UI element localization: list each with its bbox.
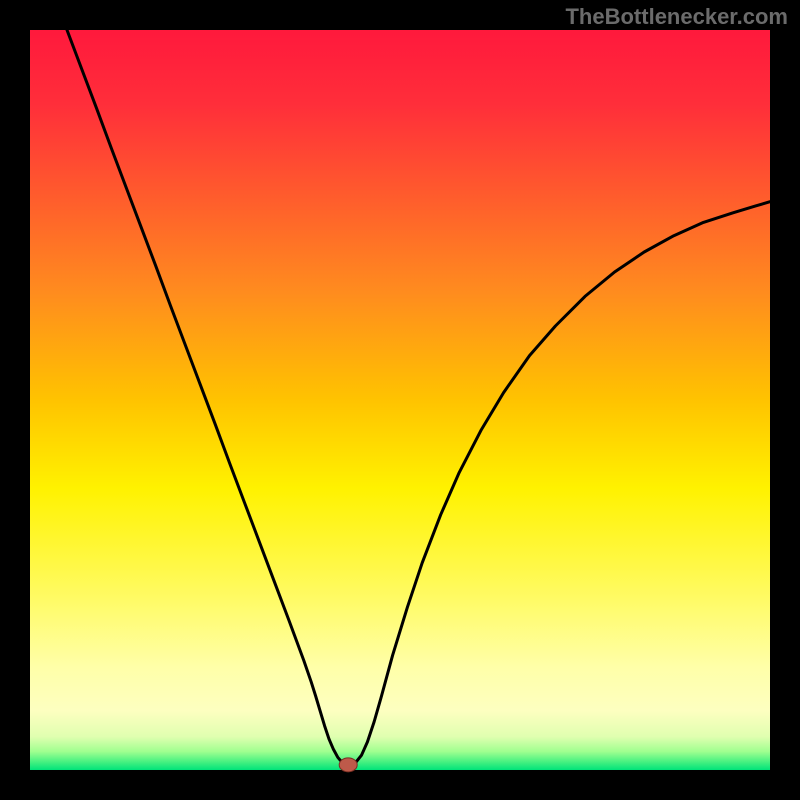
- watermark-text: TheBottlenecker.com: [565, 4, 788, 30]
- curve-layer: [0, 0, 800, 800]
- optimal-point-marker: [339, 758, 357, 772]
- chart-container: { "watermark": { "text": "TheBottlenecke…: [0, 0, 800, 800]
- bottleneck-curve: [67, 30, 770, 765]
